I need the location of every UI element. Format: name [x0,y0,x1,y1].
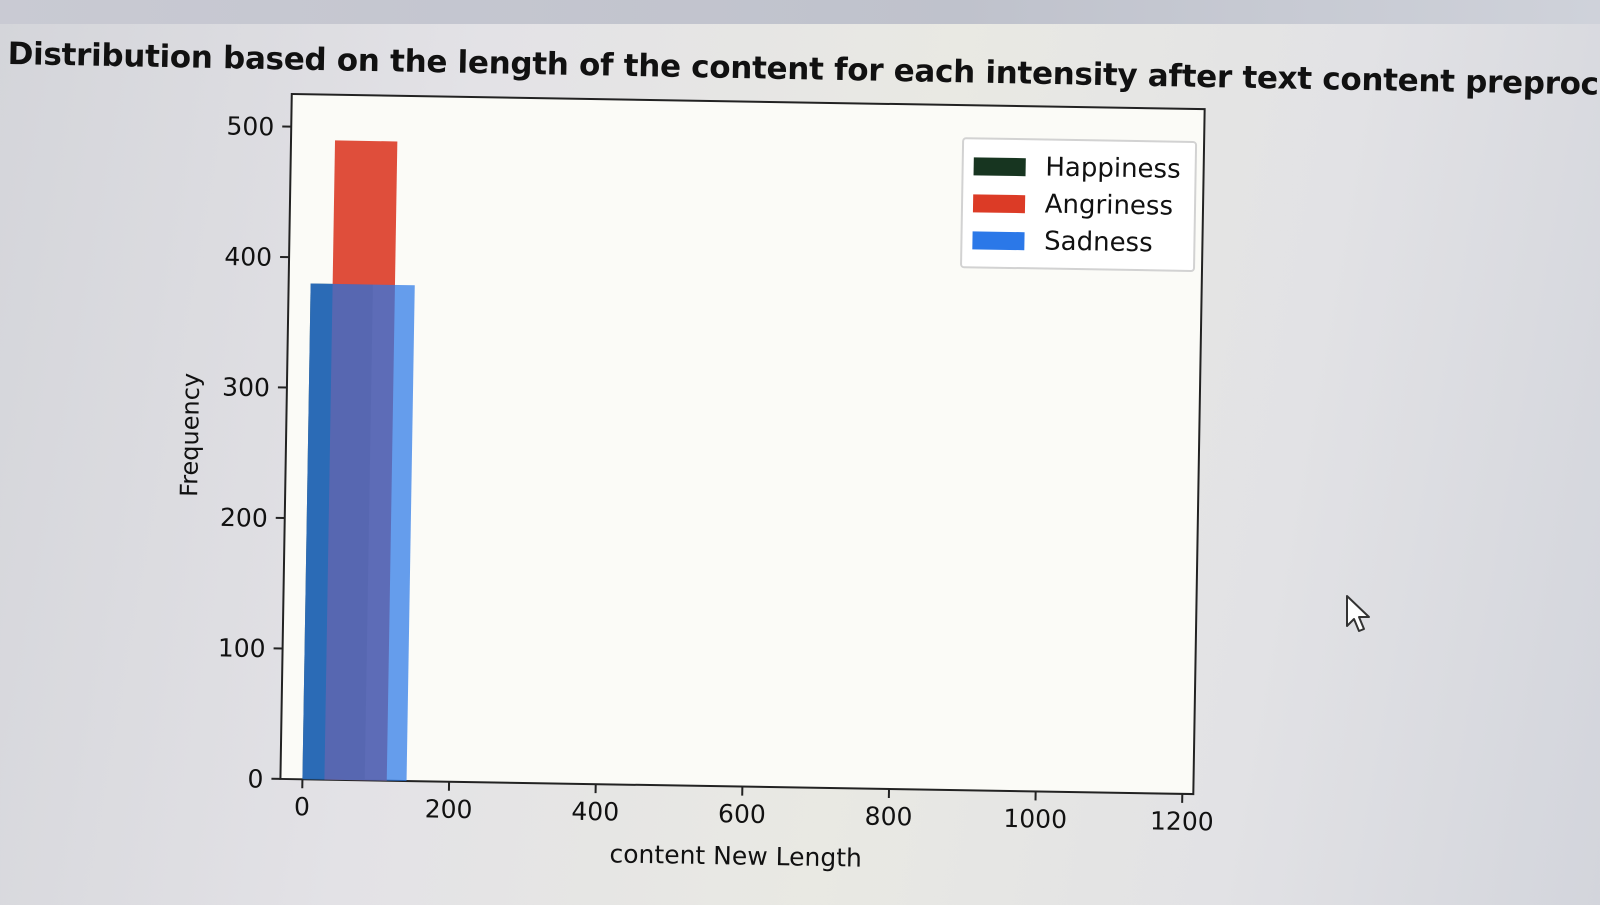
mouse-pointer-icon [1346,595,1370,632]
legend-swatch-sadness [972,230,1025,250]
y-tick-label: 400 [224,242,272,272]
x-tick-label: 1200 [1150,806,1214,836]
legend-item-happiness: Happiness [973,147,1181,187]
legend: Happiness Angriness Sadness [959,137,1198,273]
chart-figure: 0 100 200 300 400 500 0 200 400 600 800 1000 1200 F… [157,80,1250,898]
chart-svg: 0 100 200 300 400 500 0 200 400 600 800 1000 1200 F… [175,93,1214,873]
y-tick-label: 200 [220,503,268,533]
legend-label-sadness: Sadness [1043,226,1153,258]
legend-item-sadness: Sadness [972,221,1180,261]
y-axis-label: Frequency [175,373,205,497]
legend-label-angriness: Angriness [1044,189,1174,222]
x-tick-label: 200 [425,794,473,824]
x-tick-label: 1000 [1003,804,1067,834]
x-tick-label: 400 [571,797,619,827]
x-axis: 0 200 400 600 800 1000 1200 [294,779,1214,836]
x-tick-label: 0 [294,792,310,821]
y-tick-label: 100 [218,633,266,663]
x-tick-label: 800 [864,802,912,832]
legend-label-happiness: Happiness [1045,152,1181,185]
plot-frame [279,93,1206,796]
y-tick-label: 0 [247,764,263,793]
legend-item-angriness: Angriness [972,184,1180,224]
bar-sadness-0 [302,283,415,782]
y-tick-label: 500 [226,112,274,142]
plot-area [279,93,1206,796]
x-axis-label: content New Length [609,839,862,872]
bars-layer [302,140,415,782]
window-top-band [0,0,1600,24]
x-tick-label: 600 [718,799,766,829]
y-tick-label: 300 [222,372,270,402]
y-axis: 0 100 200 300 400 500 [218,112,292,794]
legend-swatch-angriness [972,193,1025,213]
legend-swatch-happiness [973,156,1026,176]
